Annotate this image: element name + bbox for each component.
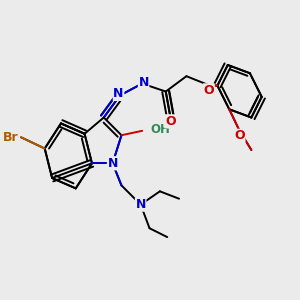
Text: N: N <box>138 76 149 88</box>
Text: O: O <box>204 84 214 97</box>
Text: Br: Br <box>3 131 19 144</box>
Text: N: N <box>107 157 118 170</box>
Text: N: N <box>136 198 146 211</box>
Text: N: N <box>113 87 124 101</box>
Text: OH: OH <box>150 123 170 136</box>
Text: O: O <box>165 115 175 128</box>
Text: O: O <box>234 129 245 142</box>
